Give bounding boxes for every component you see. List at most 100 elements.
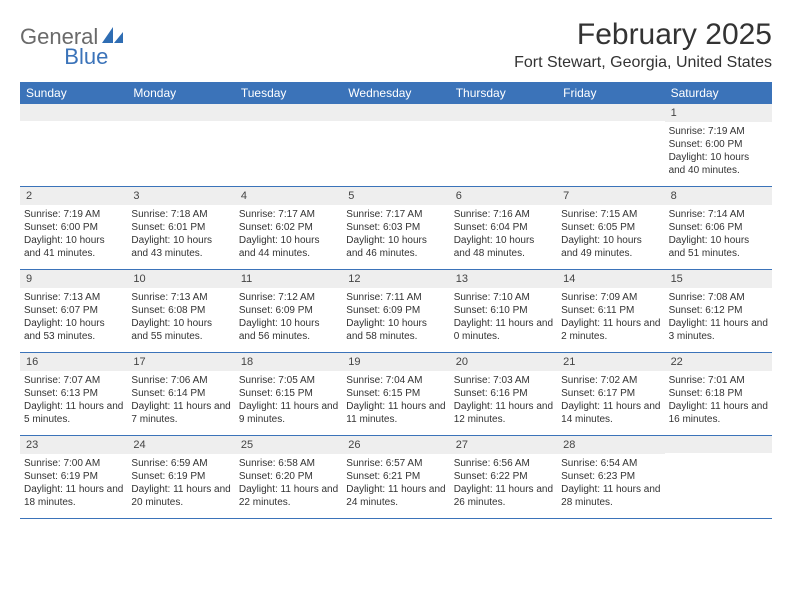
daylight-line: Daylight: 10 hours and 46 minutes. xyxy=(346,234,445,260)
sunset-line: Sunset: 6:17 PM xyxy=(561,387,660,400)
sunset-line: Sunset: 6:13 PM xyxy=(24,387,123,400)
day-cell: 17Sunrise: 7:06 AMSunset: 6:14 PMDayligh… xyxy=(127,353,234,435)
sunrise-line: Sunrise: 7:17 AM xyxy=(239,208,338,221)
day-number: 22 xyxy=(665,353,772,371)
daylight-line: Daylight: 11 hours and 12 minutes. xyxy=(454,400,553,426)
sunset-line: Sunset: 6:21 PM xyxy=(346,470,445,483)
sunrise-line: Sunrise: 7:11 AM xyxy=(346,291,445,304)
day-cell: 24Sunrise: 6:59 AMSunset: 6:19 PMDayligh… xyxy=(127,436,234,518)
day-of-week-row: SundayMondayTuesdayWednesdayThursdayFrid… xyxy=(20,82,772,104)
daylight-line: Daylight: 11 hours and 14 minutes. xyxy=(561,400,660,426)
sunset-line: Sunset: 6:06 PM xyxy=(669,221,768,234)
daylight-line: Daylight: 10 hours and 44 minutes. xyxy=(239,234,338,260)
calendar-grid: SundayMondayTuesdayWednesdayThursdayFrid… xyxy=(20,82,772,519)
dow-cell: Tuesday xyxy=(235,82,342,104)
daylight-line: Daylight: 10 hours and 40 minutes. xyxy=(669,151,768,177)
dow-cell: Monday xyxy=(127,82,234,104)
dow-cell: Wednesday xyxy=(342,82,449,104)
sunrise-line: Sunrise: 7:18 AM xyxy=(131,208,230,221)
day-cell: 7Sunrise: 7:15 AMSunset: 6:05 PMDaylight… xyxy=(557,187,664,269)
day-number: 7 xyxy=(557,187,664,205)
day-cell: 27Sunrise: 6:56 AMSunset: 6:22 PMDayligh… xyxy=(450,436,557,518)
day-number: 20 xyxy=(450,353,557,371)
sunrise-line: Sunrise: 6:58 AM xyxy=(239,457,338,470)
day-number: 26 xyxy=(342,436,449,454)
sunset-line: Sunset: 6:09 PM xyxy=(239,304,338,317)
day-number xyxy=(665,436,772,453)
day-number: 9 xyxy=(20,270,127,288)
sunrise-line: Sunrise: 7:09 AM xyxy=(561,291,660,304)
header: General Blue February 2025 Fort Stewart,… xyxy=(20,18,772,72)
day-number: 12 xyxy=(342,270,449,288)
daylight-line: Daylight: 11 hours and 20 minutes. xyxy=(131,483,230,509)
sunrise-line: Sunrise: 7:07 AM xyxy=(24,374,123,387)
sunset-line: Sunset: 6:22 PM xyxy=(454,470,553,483)
calendar-page: General Blue February 2025 Fort Stewart,… xyxy=(0,0,792,529)
day-cell: 8Sunrise: 7:14 AMSunset: 6:06 PMDaylight… xyxy=(665,187,772,269)
sunset-line: Sunset: 6:12 PM xyxy=(669,304,768,317)
sunset-line: Sunset: 6:15 PM xyxy=(346,387,445,400)
month-title: February 2025 xyxy=(514,18,772,52)
daylight-line: Daylight: 11 hours and 2 minutes. xyxy=(561,317,660,343)
day-number: 11 xyxy=(235,270,342,288)
day-number xyxy=(20,104,127,121)
day-cell: 9Sunrise: 7:13 AMSunset: 6:07 PMDaylight… xyxy=(20,270,127,352)
day-number: 28 xyxy=(557,436,664,454)
day-number: 8 xyxy=(665,187,772,205)
day-cell: 13Sunrise: 7:10 AMSunset: 6:10 PMDayligh… xyxy=(450,270,557,352)
day-cell: 1Sunrise: 7:19 AMSunset: 6:00 PMDaylight… xyxy=(665,104,772,186)
sunset-line: Sunset: 6:10 PM xyxy=(454,304,553,317)
day-cell xyxy=(342,104,449,186)
daylight-line: Daylight: 11 hours and 22 minutes. xyxy=(239,483,338,509)
day-cell: 22Sunrise: 7:01 AMSunset: 6:18 PMDayligh… xyxy=(665,353,772,435)
day-number: 4 xyxy=(235,187,342,205)
sunset-line: Sunset: 6:18 PM xyxy=(669,387,768,400)
daylight-line: Daylight: 11 hours and 3 minutes. xyxy=(669,317,768,343)
sunrise-line: Sunrise: 7:14 AM xyxy=(669,208,768,221)
daylight-line: Daylight: 11 hours and 9 minutes. xyxy=(239,400,338,426)
week-row: 16Sunrise: 7:07 AMSunset: 6:13 PMDayligh… xyxy=(20,353,772,436)
week-row: 2Sunrise: 7:19 AMSunset: 6:00 PMDaylight… xyxy=(20,187,772,270)
day-number: 27 xyxy=(450,436,557,454)
daylight-line: Daylight: 10 hours and 41 minutes. xyxy=(24,234,123,260)
daylight-line: Daylight: 11 hours and 7 minutes. xyxy=(131,400,230,426)
daylight-line: Daylight: 10 hours and 43 minutes. xyxy=(131,234,230,260)
day-cell: 25Sunrise: 6:58 AMSunset: 6:20 PMDayligh… xyxy=(235,436,342,518)
daylight-line: Daylight: 11 hours and 24 minutes. xyxy=(346,483,445,509)
day-cell xyxy=(557,104,664,186)
sunrise-line: Sunrise: 7:19 AM xyxy=(669,125,768,138)
sunset-line: Sunset: 6:08 PM xyxy=(131,304,230,317)
sunrise-line: Sunrise: 7:08 AM xyxy=(669,291,768,304)
daylight-line: Daylight: 10 hours and 53 minutes. xyxy=(24,317,123,343)
daylight-line: Daylight: 11 hours and 28 minutes. xyxy=(561,483,660,509)
sunset-line: Sunset: 6:09 PM xyxy=(346,304,445,317)
day-cell: 11Sunrise: 7:12 AMSunset: 6:09 PMDayligh… xyxy=(235,270,342,352)
dow-cell: Thursday xyxy=(450,82,557,104)
sunset-line: Sunset: 6:16 PM xyxy=(454,387,553,400)
day-cell: 19Sunrise: 7:04 AMSunset: 6:15 PMDayligh… xyxy=(342,353,449,435)
sunrise-line: Sunrise: 7:13 AM xyxy=(131,291,230,304)
daylight-line: Daylight: 10 hours and 48 minutes. xyxy=(454,234,553,260)
sunrise-line: Sunrise: 7:10 AM xyxy=(454,291,553,304)
sunrise-line: Sunrise: 7:17 AM xyxy=(346,208,445,221)
daylight-line: Daylight: 10 hours and 58 minutes. xyxy=(346,317,445,343)
sunset-line: Sunset: 6:02 PM xyxy=(239,221,338,234)
daylight-line: Daylight: 10 hours and 56 minutes. xyxy=(239,317,338,343)
week-row: 1Sunrise: 7:19 AMSunset: 6:00 PMDaylight… xyxy=(20,104,772,187)
day-number: 15 xyxy=(665,270,772,288)
sunrise-line: Sunrise: 7:15 AM xyxy=(561,208,660,221)
day-number xyxy=(235,104,342,121)
day-cell: 5Sunrise: 7:17 AMSunset: 6:03 PMDaylight… xyxy=(342,187,449,269)
day-cell: 3Sunrise: 7:18 AMSunset: 6:01 PMDaylight… xyxy=(127,187,234,269)
sunset-line: Sunset: 6:11 PM xyxy=(561,304,660,317)
day-number xyxy=(127,104,234,121)
day-cell: 26Sunrise: 6:57 AMSunset: 6:21 PMDayligh… xyxy=(342,436,449,518)
sunrise-line: Sunrise: 7:06 AM xyxy=(131,374,230,387)
sunset-line: Sunset: 6:23 PM xyxy=(561,470,660,483)
day-cell xyxy=(20,104,127,186)
day-cell: 6Sunrise: 7:16 AMSunset: 6:04 PMDaylight… xyxy=(450,187,557,269)
day-cell: 21Sunrise: 7:02 AMSunset: 6:17 PMDayligh… xyxy=(557,353,664,435)
sunset-line: Sunset: 6:00 PM xyxy=(669,138,768,151)
sunset-line: Sunset: 6:07 PM xyxy=(24,304,123,317)
day-cell: 23Sunrise: 7:00 AMSunset: 6:19 PMDayligh… xyxy=(20,436,127,518)
